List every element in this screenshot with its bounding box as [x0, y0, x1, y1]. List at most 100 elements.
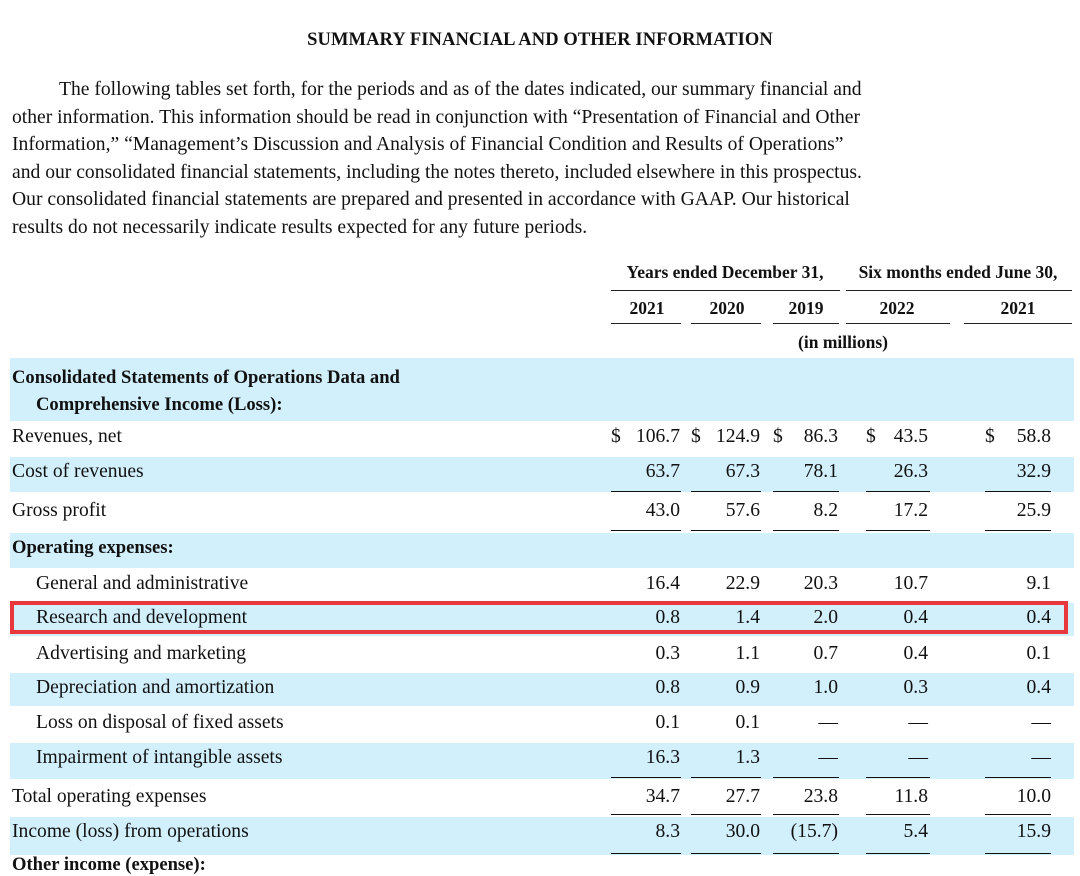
total-underline	[985, 853, 1051, 854]
header-underline	[611, 323, 681, 324]
total-underline	[611, 491, 681, 492]
section-label-cutoff: Other income (expense):	[12, 854, 206, 875]
row-label: Advertising and marketing	[36, 643, 247, 664]
table-cell: 67.3	[691, 461, 761, 485]
row-label: Revenues, net	[12, 426, 122, 447]
table-cell: —	[985, 712, 1051, 736]
row-label: Income (loss) from operations	[12, 821, 249, 842]
cell-value: 1.1	[735, 643, 761, 664]
cell-value: 16.3	[645, 747, 680, 768]
table-cell: 9.1	[985, 573, 1052, 597]
table-cell: 0.7	[773, 643, 839, 667]
table-cell: 78.1	[773, 461, 839, 485]
table-row: Research and development 0.8 1.4 2.0 0.4 0.4	[10, 603, 1074, 636]
cell-value: 0.4	[1026, 607, 1052, 628]
row-label: Research and development	[36, 607, 248, 628]
cell-value: 0.8	[655, 607, 681, 628]
table-cell: 26.3	[866, 461, 930, 485]
table-cell: 10.0	[985, 786, 1051, 810]
total-underline	[773, 814, 839, 815]
cell-value: 8.3	[655, 821, 681, 842]
section-header-row: Operating expenses:	[10, 533, 1074, 568]
cell-value: —	[908, 712, 928, 733]
table-cell: 27.7	[691, 786, 761, 810]
cell-value: 26.3	[893, 461, 928, 482]
currency-symbol: $	[773, 426, 783, 447]
cell-value: —	[818, 747, 838, 768]
header-year: 2021	[1000, 298, 1036, 318]
cell-value: 27.7	[725, 786, 760, 807]
table-cell: (15.7)	[773, 821, 839, 845]
total-underline	[611, 853, 681, 854]
cell-value: 17.2	[893, 500, 928, 521]
header-underline	[691, 323, 761, 324]
table-row: Income (loss) from operations 8.3 30.0 (15.…	[10, 817, 1074, 855]
table-cell: $86.3	[773, 426, 839, 450]
section-header-row: Consolidated Statements of Operations Da…	[10, 358, 1074, 421]
table-cell: 0.1	[691, 712, 761, 736]
cell-value: 32.9	[1016, 461, 1051, 482]
row-label: Loss on disposal of fixed assets	[36, 712, 284, 733]
cell-value: 0.1	[1026, 643, 1052, 664]
cell-value: 8.2	[813, 500, 839, 521]
table-cell: 32.9	[985, 461, 1051, 485]
total-underline	[691, 491, 761, 492]
total-underline	[985, 491, 1051, 492]
cell-value: 0.4	[1026, 677, 1052, 698]
table-cell: 0.1	[611, 712, 681, 736]
cell-value: 0.9	[735, 677, 761, 698]
total-underline	[611, 530, 681, 531]
table-cell: 5.4	[866, 821, 930, 845]
cell-value: 34.7	[645, 786, 680, 807]
table-cell: 2.0	[773, 607, 839, 631]
total-underline	[866, 777, 930, 778]
table-cell: 63.7	[611, 461, 681, 485]
header-underline	[846, 323, 950, 324]
table-cell: 15.9	[985, 821, 1051, 845]
table-cell: $106.7	[611, 426, 681, 450]
table-cell: 0.8	[611, 677, 681, 701]
currency-symbol: $	[691, 426, 701, 447]
cell-value: 10.7	[893, 573, 928, 594]
total-underline	[773, 853, 839, 854]
total-underline	[866, 530, 930, 531]
header-underline	[773, 323, 839, 324]
cell-value: 15.9	[1016, 821, 1051, 842]
table-row: Depreciation and amortization 0.8 0.9 1.0 0.…	[10, 673, 1074, 706]
cell-value: 10.0	[1016, 786, 1051, 807]
header-years-ended: Years ended December 31,	[626, 262, 824, 282]
header-year: 2020	[709, 298, 745, 318]
currency-symbol: $	[866, 426, 876, 447]
cell-value: 0.4	[903, 607, 929, 628]
total-underline	[866, 491, 930, 492]
cell-value: 1.0	[813, 677, 839, 698]
intro-line: Information,” “Management’s Discussion a…	[12, 134, 844, 156]
table-cell: —	[866, 747, 930, 771]
cell-value: 23.8	[803, 786, 838, 807]
table-cell: 0.4	[866, 607, 930, 631]
table-cell: 0.9	[691, 677, 761, 701]
row-label: Total operating expenses	[12, 786, 207, 807]
row-label: Operating expenses:	[12, 537, 174, 558]
table-cell: —	[866, 712, 930, 736]
total-underline	[773, 491, 839, 492]
table-cell: 16.4	[611, 573, 681, 597]
cell-value: 2.0	[813, 607, 839, 628]
cell-value: 67.3	[725, 461, 760, 482]
total-underline	[691, 853, 761, 854]
table-cell: 30.0	[691, 821, 761, 845]
cell-value: 106.7	[635, 426, 680, 447]
header-underline	[611, 290, 840, 291]
header-underline	[964, 323, 1072, 324]
cell-value: 43.5	[893, 426, 928, 447]
intro-line: The following tables set forth, for the …	[59, 79, 862, 100]
cell-value: 30.0	[725, 821, 760, 842]
cell-value: 43.0	[645, 500, 680, 521]
total-underline	[691, 777, 761, 778]
table-cell: 34.7	[611, 786, 681, 810]
total-underline	[611, 814, 681, 815]
cell-value: 0.8	[655, 677, 681, 698]
table-cell: $124.9	[691, 426, 761, 450]
table-row: Gross profit 43.0 57.6 8.2 17.2 25.9	[10, 496, 1074, 531]
cell-value: 0.3	[903, 677, 929, 698]
